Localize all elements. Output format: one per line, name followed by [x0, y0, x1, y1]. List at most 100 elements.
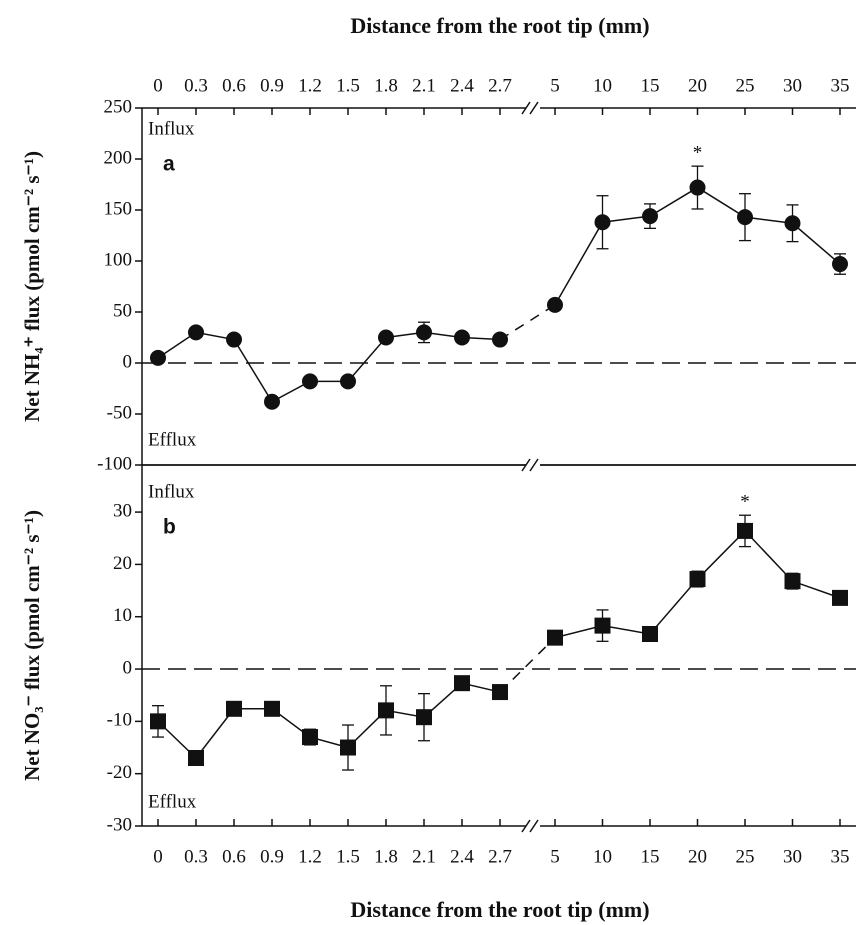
x-tick-label: 1.5 — [336, 75, 360, 96]
y-tick-label: 150 — [104, 198, 133, 219]
x-tick-label: 0 — [153, 75, 163, 96]
efflux-label: Efflux — [148, 791, 197, 812]
x-tick-label: 15 — [641, 75, 660, 96]
marker — [492, 331, 508, 348]
x-tick-label: 0 — [153, 846, 163, 867]
x-tick-label: 20 — [688, 75, 707, 96]
marker — [188, 324, 204, 341]
y-tick-label: -50 — [107, 402, 132, 423]
efflux-label: Efflux — [148, 429, 197, 450]
x-tick-label: 0.9 — [260, 846, 284, 867]
marker — [547, 296, 563, 313]
x-tick-label: 30 — [783, 846, 802, 867]
marker — [416, 324, 432, 341]
x-tick-label: 15 — [641, 846, 660, 867]
marker — [832, 256, 848, 273]
data-line-connector — [499, 637, 556, 693]
significance-label: * — [740, 492, 750, 513]
y-tick-label: 200 — [104, 147, 133, 168]
y-tick-label: 0 — [123, 657, 133, 678]
marker — [594, 214, 611, 231]
x-tick-label: 1.8 — [374, 846, 398, 867]
marker — [264, 393, 280, 410]
x-tick-label: 2.4 — [450, 75, 474, 96]
marker — [594, 617, 611, 634]
data-line — [157, 331, 501, 403]
y-tick-label: 250 — [104, 96, 133, 117]
marker — [150, 349, 166, 366]
y-tick-label: -20 — [107, 762, 132, 783]
x-tick-label: 2.1 — [412, 846, 436, 867]
marker — [454, 329, 470, 346]
y-tick-label: -30 — [107, 814, 132, 835]
x-tick-label: 5 — [550, 75, 560, 96]
marker — [340, 739, 356, 756]
panel-label: b — [163, 516, 176, 539]
data-line-connector — [499, 304, 556, 341]
marker — [642, 625, 658, 642]
x-tick-label: 1.2 — [298, 75, 322, 96]
marker — [832, 589, 848, 606]
x-axis-title: Distance from the root tip (mm) — [350, 897, 649, 922]
x-tick-label: 1.5 — [336, 846, 360, 867]
y-tick-label: 100 — [104, 249, 133, 270]
x-tick-label: 25 — [736, 75, 755, 96]
axis-break — [521, 101, 539, 833]
marker — [150, 713, 166, 730]
x-tick-label: 10 — [593, 75, 612, 96]
marker — [226, 331, 242, 348]
x-tick-label: 2.1 — [412, 75, 436, 96]
marker — [302, 729, 318, 746]
marker — [302, 373, 318, 390]
influx-label: Influx — [148, 481, 195, 502]
marker — [784, 215, 801, 232]
y-tick-label: 20 — [113, 553, 132, 574]
x-tick-label: 35 — [831, 75, 850, 96]
x-tick-label: 0.3 — [184, 75, 208, 96]
y-tick-label: 0 — [123, 351, 133, 372]
x-tick-label: 0.6 — [222, 75, 246, 96]
x-tick-label: 1.8 — [374, 75, 398, 96]
marker — [737, 522, 753, 539]
x-tick-label: 1.2 — [298, 846, 322, 867]
y-tick-label: 10 — [113, 605, 132, 626]
x-tick-label: 0.6 — [222, 846, 246, 867]
marker — [784, 573, 801, 590]
marker — [340, 373, 356, 390]
x-tick-label: 2.7 — [488, 846, 512, 867]
data-line — [157, 682, 501, 760]
marker — [689, 179, 706, 196]
x-tick-label: 10 — [593, 846, 612, 867]
marker — [492, 684, 508, 701]
x-tick-label: 20 — [688, 846, 707, 867]
y-tick-label: -100 — [97, 453, 132, 474]
marker — [454, 675, 470, 692]
x-axis-title: Distance from the root tip (mm) — [350, 13, 649, 38]
marker — [378, 702, 394, 719]
marker — [416, 709, 432, 726]
y-tick-label: 50 — [113, 300, 132, 321]
marker — [264, 700, 280, 717]
x-tick-label: 2.7 — [488, 75, 512, 96]
y-axis-title: Net NO₃⁻ flux (pmol cm⁻² s⁻¹) — [20, 510, 44, 781]
x-tick-label: 2.4 — [450, 846, 474, 867]
x-tick-label: 0.3 — [184, 846, 208, 867]
y-tick-label: -10 — [107, 710, 132, 731]
influx-label: Influx — [148, 118, 195, 139]
marker — [737, 209, 753, 226]
x-tick-label: 25 — [736, 846, 755, 867]
panel-label: a — [163, 153, 175, 176]
marker — [188, 749, 204, 766]
x-tick-label: 35 — [831, 846, 850, 867]
x-tick-label: 30 — [783, 75, 802, 96]
marker — [689, 571, 706, 588]
significance-label: * — [693, 142, 703, 163]
x-tick-label: 5 — [550, 846, 560, 867]
x-tick-label: 0.9 — [260, 75, 284, 96]
y-tick-label: 30 — [113, 500, 132, 521]
y-axis-title: Net NH₄⁺ flux (pmol cm⁻² s⁻¹) — [20, 151, 44, 422]
marker — [642, 208, 658, 225]
marker — [547, 629, 563, 646]
marker — [378, 329, 394, 346]
